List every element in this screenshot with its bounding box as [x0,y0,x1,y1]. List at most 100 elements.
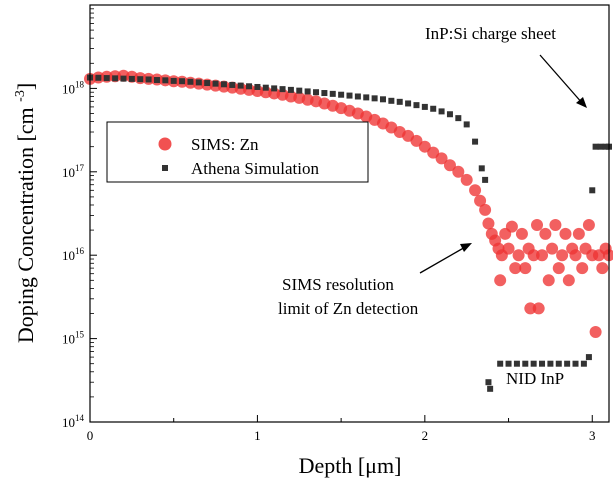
athena-simulation-point [513,360,520,367]
sims-zn-point [539,227,552,240]
athena-simulation-point [237,82,244,89]
athena-simulation-point [522,360,529,367]
plot-frame [89,4,610,423]
legend-label-sims: SIMS: Zn [191,135,259,154]
annotation-arrow-charge-sheet [539,54,584,105]
athena-simulation-point [128,75,135,82]
athena-simulation-point [430,105,437,112]
athena-simulation-point [103,75,110,82]
athena-simulation-point [539,360,546,367]
athena-simulation-point [220,81,227,88]
athena-simulation-point [296,87,303,94]
athena-simulation-point [379,96,386,103]
annotation-charge-sheet: InP:Si charge sheet [425,24,556,43]
athena-simulation-point [204,80,211,87]
athena-simulation-point [585,354,592,361]
sims-zn-point [410,134,423,147]
x-tick-label: 0 [87,428,94,443]
annotations: InP:Si charge sheet SIMS resolution limi… [278,24,587,388]
sims-zn-point [460,173,473,186]
athena-simulation-point [485,379,492,386]
athena-simulation-point [187,78,194,85]
athena-simulation-point [179,78,186,85]
x-tick-label: 3 [589,428,596,443]
athena-simulation-point [354,93,361,100]
sims-zn-point [527,249,540,262]
sims-zn-point [443,159,456,172]
athena-simulation-point [363,94,370,101]
athena-simulation-point [338,91,345,98]
athena-simulation-point [530,360,537,367]
athena-simulation-point [555,360,562,367]
athena-simulation-point [592,143,599,150]
annotation-arrow-sims [419,245,468,274]
athena-simulation-point [472,138,479,145]
athena-simulation-point [195,79,202,86]
athena-simulation-point [597,143,604,150]
athena-simulation-point [170,77,177,84]
athena-simulation-point [478,165,485,172]
athena-simulation-point [396,98,403,105]
y-axis-label: Doping Concentration [cm -3] [13,83,38,343]
athena-simulation-point [112,75,119,82]
y-axis-label-text: Doping Concentration [cm [13,107,38,343]
athena-simulation-point [246,83,253,90]
athena-simulation-point [487,385,494,392]
athena-simulation-point [279,86,286,93]
athena-simulation-point [371,95,378,102]
y-tick-exponent: 18 [75,79,85,89]
sims-zn-point [546,242,559,255]
athena-simulation-point [137,76,144,83]
legend: SIMS: Zn Athena Simulation [106,121,369,183]
x-axis-label: Depth [μm] [299,453,402,478]
sims-zn-point [596,262,609,275]
sims-zn-point [542,274,555,287]
legend-box [106,121,369,183]
sims-zn-point [589,325,602,338]
sims-zn-point [572,227,585,240]
athena-simulation-point [229,81,236,88]
athena-simulation-point [262,84,269,91]
sims-zn-point [556,249,569,262]
y-axis-label-exponent: -3 [13,90,28,102]
legend-label-athena: Athena Simulation [191,159,319,178]
sims-zn-point [479,203,492,216]
athena-simulation-point [287,86,294,93]
sims-zn-point [603,249,613,262]
annotation-arrowhead-sims [460,243,472,252]
sims-zn-point [418,140,431,153]
athena-simulation-point [497,360,504,367]
athena-simulation-point [455,115,462,122]
athena-simulation-point [572,360,579,367]
athena-simulation-point [120,75,127,82]
athena-simulation-point [438,108,445,115]
y-tick-exponent: 14 [75,413,85,423]
athena-simulation-point [405,100,412,107]
athena-simulation-point [329,90,336,97]
x-tick-label: 1 [254,428,261,443]
sims-zn-point [519,262,532,275]
sims-zn-point [524,302,537,315]
sims-zn-point [559,227,572,240]
athena-simulation-point [145,76,152,83]
athena-simulation-point [95,74,102,81]
y-tick-exponent: 17 [75,163,85,173]
sims-zn-point [582,219,595,232]
athena-simulation-point [346,92,353,99]
sims-zn-point [435,152,448,165]
sims-zn-point [569,249,582,262]
athena-simulation-point [505,360,512,367]
legend-marker-sims [158,137,172,151]
athena-simulation-point [212,80,219,87]
sims-zn-point [549,219,562,232]
athena-simulation-point [602,143,609,150]
sims-zn-point [512,249,525,262]
athena-simulation-point [580,360,587,367]
sims-zn-point [427,146,440,159]
annotation-arrowhead-charge-sheet [576,97,587,108]
annotation-sims-resolution-line1: SIMS resolution [282,275,394,294]
athena-simulation-point [271,85,278,92]
athena-simulation-point [153,77,160,84]
athena-simulation-point [547,360,554,367]
